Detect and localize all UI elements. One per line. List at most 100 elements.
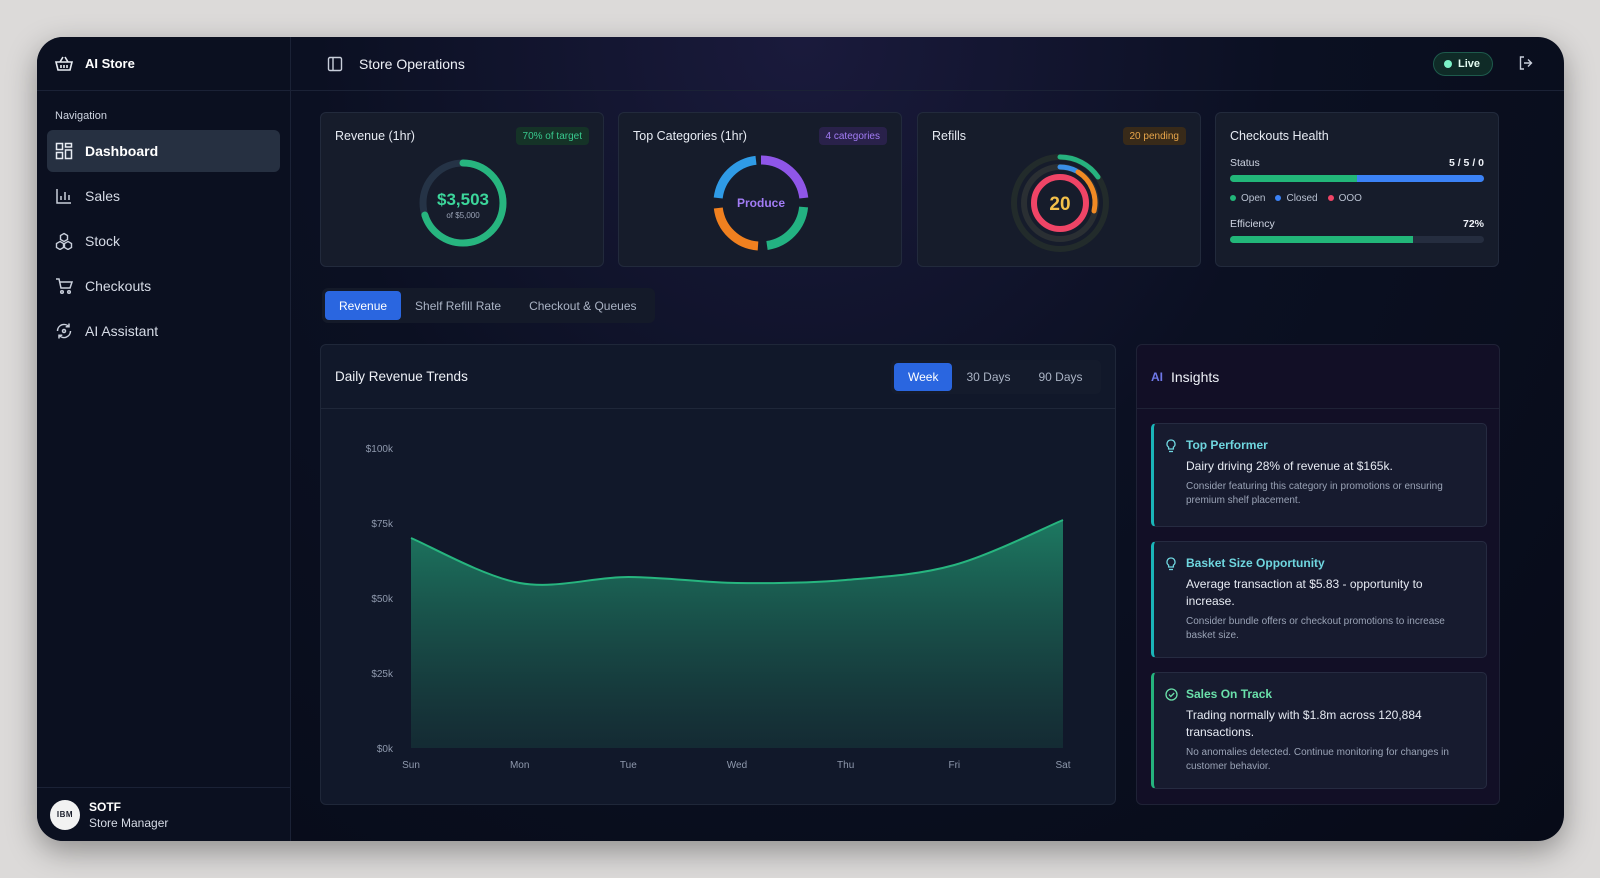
refills-card: Refills 20 pending 20 bbox=[917, 112, 1201, 267]
x-tick-label: Sun bbox=[402, 760, 420, 771]
basket-icon bbox=[55, 56, 73, 71]
revenue-progress-arc bbox=[419, 159, 507, 247]
revenue-gauge: $3,503 of $5,000 bbox=[419, 159, 507, 247]
refills-card-title: Refills bbox=[932, 129, 967, 143]
insight-title: Basket Size Opportunity bbox=[1186, 556, 1325, 570]
insight-body: Trading normally with $1.8m across 120,8… bbox=[1186, 708, 1422, 739]
tab-shelf-refill-rate[interactable]: Shelf Refill Rate bbox=[415, 298, 502, 313]
page-title: Store Operations bbox=[359, 55, 465, 72]
status-bar-closed bbox=[1357, 175, 1484, 182]
y-tick-label: $0k bbox=[377, 744, 394, 755]
app-name: AI Store bbox=[85, 56, 135, 71]
efficiency-label: Efficiency bbox=[1230, 218, 1275, 230]
x-tick-label: Sat bbox=[1055, 760, 1070, 771]
revenue-area-chart: $0k $25k $50k $75k $100k Sun Mon Tue Wed Thu Fri Sa… bbox=[366, 444, 1071, 771]
insight-card-sales-on-track[interactable]: Sales On Track Trading normally with $1.… bbox=[1151, 672, 1487, 789]
sidebar-item-label: Stock bbox=[85, 233, 121, 249]
legend-open: Open bbox=[1230, 193, 1265, 204]
sidebar-toggle-icon[interactable] bbox=[327, 56, 343, 72]
revenue-target-badge: 70% of target bbox=[515, 127, 589, 145]
status-bar bbox=[1230, 175, 1484, 182]
revenue-card: Revenue (1hr) 70% of target $3,503 of $5… bbox=[320, 112, 604, 267]
legend-ooo: OOO bbox=[1327, 193, 1362, 204]
lightbulb-icon bbox=[1166, 439, 1176, 453]
insight-suggestion: Consider bundle offers or checkout promo… bbox=[1186, 616, 1445, 641]
sidebar-item-label: Checkouts bbox=[85, 278, 152, 294]
brand[interactable]: AI Store bbox=[37, 37, 290, 91]
chart-title: Daily Revenue Trends bbox=[335, 369, 468, 384]
range-30-days[interactable]: 30 Days bbox=[966, 370, 1011, 384]
live-status-badge: Live bbox=[1432, 52, 1493, 76]
sidebar-item-ai-assistant[interactable]: AI Assistant bbox=[47, 310, 280, 352]
insight-suggestion: No anomalies detected. Continue monitori… bbox=[1186, 747, 1449, 772]
revenue-target: of $5,000 bbox=[446, 211, 480, 220]
user-name: SOTF bbox=[89, 799, 121, 814]
revenue-chart-card: Daily Revenue Trends Week 30 Days 90 Day… bbox=[320, 344, 1116, 805]
insight-title: Sales On Track bbox=[1186, 687, 1273, 701]
efficiency-bar-fill bbox=[1230, 236, 1413, 243]
insight-suggestion: Consider featuring this category in prom… bbox=[1186, 481, 1443, 506]
y-tick-label: $25k bbox=[371, 669, 394, 680]
refills-value: 20 bbox=[1049, 194, 1070, 215]
status-legend: Open Closed OOO bbox=[1230, 193, 1362, 204]
status-value: 5 / 5 / 0 bbox=[1448, 157, 1484, 169]
avatar: IBM bbox=[50, 799, 80, 830]
revenue-line bbox=[410, 519, 1064, 586]
categories-count-badge: 4 categories bbox=[818, 127, 887, 145]
tab-revenue[interactable]: Revenue bbox=[325, 291, 402, 320]
insight-card-basket-size[interactable]: Basket Size Opportunity Average transact… bbox=[1151, 541, 1487, 658]
live-label: Live bbox=[1457, 58, 1480, 70]
range-week[interactable]: Week bbox=[894, 363, 953, 391]
x-tick-label: Thu bbox=[837, 760, 854, 771]
efficiency-value: 72% bbox=[1462, 218, 1484, 230]
sidebar-item-checkouts[interactable]: Checkouts bbox=[47, 265, 280, 307]
categories-card-title: Top Categories (1hr) bbox=[633, 129, 747, 143]
lightbulb-icon bbox=[1166, 557, 1176, 571]
topbar: Store Operations Live bbox=[291, 37, 1564, 91]
y-tick-label: $75k bbox=[371, 519, 394, 530]
sidebar-item-sales[interactable]: Sales bbox=[47, 175, 280, 217]
donut-segment-purple bbox=[760, 155, 809, 199]
metric-tabs: Revenue Shelf Refill Rate Checkout & Que… bbox=[322, 288, 655, 323]
insight-title: Top Performer bbox=[1186, 438, 1268, 452]
range-selector: Week 30 Days 90 Days bbox=[891, 360, 1101, 394]
insight-card-top-performer[interactable]: Top Performer Dairy driving 28% of reven… bbox=[1151, 423, 1487, 527]
status-label: Status bbox=[1230, 157, 1260, 169]
insights-header: AI Insights bbox=[1137, 345, 1499, 409]
top-categories-card: Top Categories (1hr) 4 categories Produc… bbox=[618, 112, 902, 267]
boxes-icon bbox=[55, 232, 73, 250]
status-row: Status 5 / 5 / 0 bbox=[1230, 157, 1484, 169]
sidebar-item-label: AI Assistant bbox=[85, 323, 159, 339]
checkouts-health-card: Checkouts Health Status 5 / 5 / 0 Open C… bbox=[1215, 112, 1499, 267]
insights-panel: AI Insights Top Performer Dairy driving … bbox=[1136, 344, 1500, 805]
sidebar: AI Store Navigation Dashboard Sales Stoc… bbox=[37, 37, 291, 841]
x-tick-label: Mon bbox=[510, 760, 529, 771]
efficiency-row: Efficiency 72% bbox=[1230, 218, 1484, 230]
categories-center-label: Produce bbox=[737, 196, 785, 210]
check-circle-icon bbox=[1165, 688, 1178, 701]
refills-ring-inner bbox=[1031, 174, 1089, 232]
ai-label: AI bbox=[1151, 369, 1163, 384]
range-90-days[interactable]: 90 Days bbox=[1038, 370, 1083, 384]
insight-body: Average transaction at $5.83 - opportuni… bbox=[1186, 577, 1423, 608]
legend-closed: Closed bbox=[1275, 193, 1318, 204]
refills-pending-badge: 20 pending bbox=[1122, 127, 1186, 145]
insight-body: Dairy driving 28% of revenue at $165k. bbox=[1186, 459, 1393, 473]
revenue-area-fill bbox=[411, 520, 1063, 748]
revenue-value: $3,503 bbox=[437, 190, 489, 209]
sidebar-item-stock[interactable]: Stock bbox=[47, 220, 280, 262]
user-profile[interactable]: IBM SOTF Store Manager bbox=[37, 787, 291, 841]
app-window: AI Store Navigation Dashboard Sales Stoc… bbox=[37, 37, 1564, 841]
tab-checkout-queues[interactable]: Checkout & Queues bbox=[529, 298, 637, 313]
revenue-card-title: Revenue (1hr) bbox=[335, 129, 415, 143]
dashboard-icon bbox=[55, 142, 73, 160]
live-dot-icon bbox=[1443, 60, 1452, 68]
chart-header: Daily Revenue Trends Week 30 Days 90 Day… bbox=[321, 345, 1115, 409]
refills-rings: 20 bbox=[1011, 154, 1109, 252]
categories-donut: Produce bbox=[713, 155, 809, 251]
donut-segment-orange bbox=[713, 207, 759, 251]
refills-ring-outer bbox=[1057, 154, 1101, 180]
logout-icon[interactable] bbox=[1518, 55, 1534, 71]
status-bar-open bbox=[1230, 175, 1357, 182]
sidebar-item-dashboard[interactable]: Dashboard bbox=[47, 130, 280, 172]
